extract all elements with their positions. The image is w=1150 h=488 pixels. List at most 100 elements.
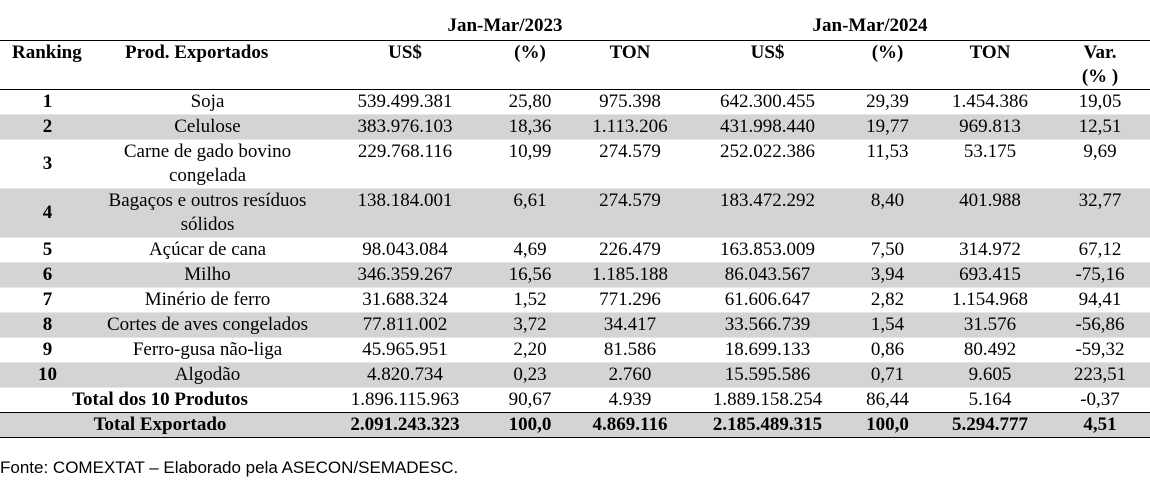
- cell-usd-2023: 77.811.002: [320, 312, 490, 338]
- period-2023: Jan-Mar/2023: [447, 15, 563, 36]
- cell-ton-2023: 975.398: [570, 89, 691, 115]
- table-row: 9 Ferro-gusa não-liga 45.965.951 2,20 81.586…: [0, 337, 1150, 363]
- cell-pct-2023: 25,80: [490, 89, 570, 115]
- cell-ton-2024: 80.492: [930, 337, 1051, 363]
- cell-usd-2024: 33.566.739: [690, 312, 846, 338]
- cell-ton-2023: 771.296: [570, 287, 691, 313]
- rank-cell: 7: [0, 287, 95, 313]
- rank-cell: 2: [0, 114, 95, 140]
- cell-pct-2023: 6,61: [490, 188, 570, 238]
- cell-variation: 12,51: [1050, 114, 1150, 140]
- cell-usd-2024: 163.853.009: [690, 237, 846, 263]
- cell-pct-2023: 1,52: [490, 287, 570, 313]
- cell-ton-2024: 314.972: [930, 237, 1051, 263]
- product-name: Carne de gado bovino congelada: [95, 139, 320, 189]
- source-note: Fonte: COMEXTAT – Elaborado pela ASECON/…: [0, 458, 459, 477]
- cell-pct-2023: 16,56: [490, 262, 570, 288]
- rank-cell: 9: [0, 337, 95, 363]
- cell-usd-2024: 18.699.133: [690, 337, 846, 363]
- cell-variation: -56,86: [1050, 312, 1150, 338]
- cell-ton-2024: 693.415: [930, 262, 1051, 288]
- cell-variation: 19,05: [1050, 89, 1150, 115]
- cell-ton-2023: 1.113.206: [570, 114, 691, 140]
- table-row: 4 Bagaços e outros resíduos sólidos 138.18…: [0, 188, 1150, 238]
- cell-ton-2023: 34.417: [570, 312, 691, 338]
- cell-usd-2024: 431.998.440: [690, 114, 846, 140]
- total-top10-label: Total dos 10 Produtos: [72, 389, 248, 410]
- table-row: 2 Celulose 383.976.103 18,36 1.113.206 431.99…: [0, 114, 1150, 140]
- header-usd-2024: US$: [690, 40, 846, 90]
- cell-variation: -59,32: [1050, 337, 1150, 363]
- product-name: Açúcar de cana: [95, 237, 320, 263]
- cell-usd-2023: 98.043.084: [320, 237, 490, 263]
- cell-pct-2023: 90,67: [508, 389, 552, 410]
- cell-usd-2023: 539.499.381: [320, 89, 490, 115]
- cell-pct-2023: 0,23: [490, 362, 570, 388]
- cell-ton-2024: 401.988: [930, 188, 1051, 238]
- cell-ton-2023: 274.579: [570, 139, 691, 189]
- cell-pct-2024: 8,40: [845, 188, 931, 238]
- cell-pct-2024: 100,0: [845, 412, 931, 438]
- rank-cell: 3: [0, 139, 95, 189]
- table-row: 1 Soja 539.499.381 25,80 975.398 642.300.455 2…: [0, 89, 1150, 115]
- cell-pct-2023: 18,36: [490, 114, 570, 140]
- cell-ton-2024: 31.576: [930, 312, 1051, 338]
- cell-pct-2024: 0,71: [845, 362, 931, 388]
- cell-usd-2023: 2.091.243.323: [320, 412, 490, 438]
- cell-ton-2024: 1.454.386: [930, 89, 1051, 115]
- table-row: 6 Milho 346.359.267 16,56 1.185.188 86.043.56…: [0, 262, 1150, 288]
- cell-usd-2024: 2.185.489.315: [690, 412, 846, 438]
- period-2024: Jan-Mar/2024: [812, 15, 928, 36]
- header-usd-2023: US$: [320, 40, 490, 90]
- header-variation: Var. (% ): [1050, 40, 1150, 90]
- rank-cell: 1: [0, 89, 95, 115]
- cell-usd-2024: 252.022.386: [690, 139, 846, 189]
- cell-pct-2024: 3,94: [845, 262, 931, 288]
- product-name: Bagaços e outros resíduos sólidos: [95, 188, 320, 238]
- table-row: 8 Cortes de aves congelados 77.811.002 3,72…: [0, 312, 1150, 338]
- cell-pct-2024: 11,53: [845, 139, 931, 189]
- rank-cell: 8: [0, 312, 95, 338]
- product-name: Soja: [95, 89, 320, 115]
- header-ton-2023: TON: [570, 40, 691, 90]
- cell-pct-2024: 29,39: [845, 89, 931, 115]
- header-pct-2023: (%): [490, 40, 570, 90]
- cell-usd-2024: 642.300.455: [690, 89, 846, 115]
- table-row: 3 Carne de gado bovino congelada 229.768.1…: [0, 139, 1150, 189]
- column-header-row: Ranking Prod. Exportados US$ (%) TON US$…: [0, 40, 1150, 90]
- cell-pct-2023: 100,0: [490, 412, 570, 438]
- table-row: 7 Minério de ferro 31.688.324 1,52 771.296 61…: [0, 287, 1150, 313]
- cell-pct-2024: 0,86: [845, 337, 931, 363]
- cell-usd-2023: 31.688.324: [320, 287, 490, 313]
- cell-ton-2024: 1.154.968: [930, 287, 1051, 313]
- table-row: 10 Algodão 4.820.734 0,23 2.760 15.595.586 0,7…: [0, 362, 1150, 388]
- product-name: Minério de ferro: [95, 287, 320, 313]
- cell-usd-2023: 383.976.103: [320, 114, 490, 140]
- cell-ton-2023: 2.760: [570, 362, 691, 388]
- cell-usd-2023: 229.768.116: [320, 139, 490, 189]
- cell-usd-2023: 138.184.001: [320, 188, 490, 238]
- cell-ton-2024: 5.294.777: [930, 412, 1051, 438]
- product-name: Celulose: [95, 114, 320, 140]
- cell-variation: 9,69: [1050, 139, 1150, 189]
- cell-usd-2024: 15.595.586: [690, 362, 846, 388]
- total-top10-row: Total dos 10 Produtos 1.896.115.963 90,6…: [0, 388, 1150, 413]
- cell-ton-2024: 5.164: [968, 389, 1012, 410]
- cell-ton-2023: 4.939: [608, 389, 652, 410]
- cell-variation: 32,77: [1050, 188, 1150, 238]
- cell-ton-2023: 4.869.116: [570, 412, 691, 438]
- export-ranking-table: Jan-Mar/2023 Jan-Mar/2024 Ranking Prod. …: [0, 14, 1150, 438]
- product-name: Milho: [95, 262, 320, 288]
- cell-ton-2023: 274.579: [570, 188, 691, 238]
- cell-ton-2023: 1.185.188: [570, 262, 691, 288]
- cell-variation: 4,51: [1050, 412, 1150, 438]
- cell-usd-2024: 1.889.158.254: [712, 389, 823, 410]
- product-name: Cortes de aves congelados: [95, 312, 320, 338]
- cell-usd-2024: 86.043.567: [690, 262, 846, 288]
- cell-ton-2023: 226.479: [570, 237, 691, 263]
- rank-cell: 10: [0, 362, 95, 388]
- cell-usd-2023: 1.896.115.963: [350, 389, 460, 410]
- total-exported-row: Total Exportado 2.091.243.323 100,0 4.86…: [0, 412, 1150, 438]
- cell-variation: 67,12: [1050, 237, 1150, 263]
- cell-variation: 94,41: [1050, 287, 1150, 313]
